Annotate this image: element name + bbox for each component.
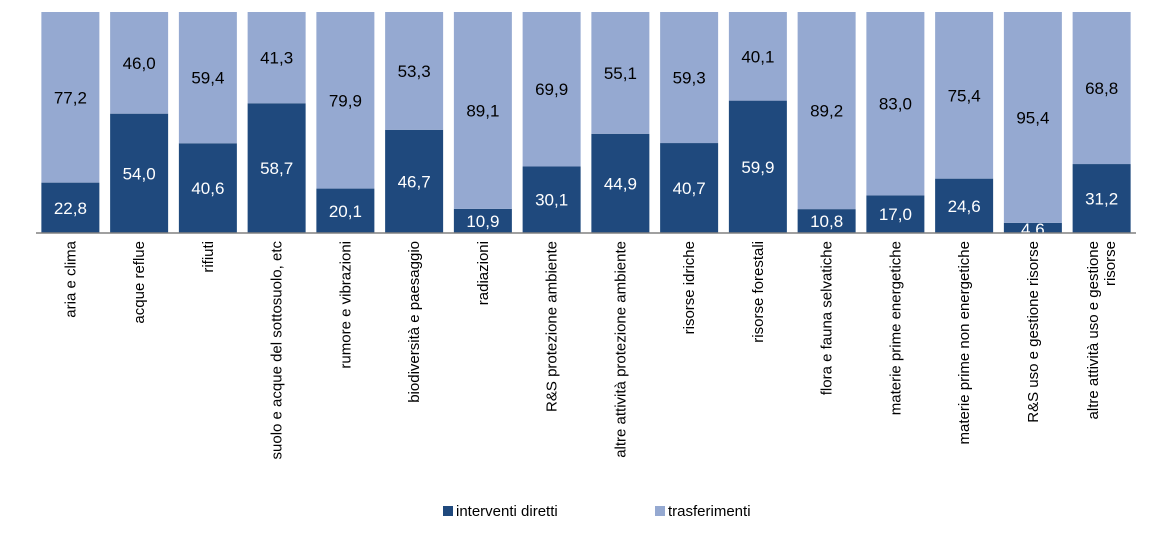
value-label-trasferimenti-11: 40,1 <box>741 47 774 66</box>
value-label-trasferimenti-16: 68,8 <box>1085 79 1118 98</box>
value-label-interventi-diretti-8: 30,1 <box>535 191 568 210</box>
bar-interventi-diretti-1 <box>41 182 100 233</box>
value-label-trasferimenti-7: 89,1 <box>466 101 499 120</box>
bar-trasferimenti-6 <box>385 12 444 130</box>
value-label-interventi-diretti-13: 17,0 <box>879 205 912 224</box>
value-label-interventi-diretti-1: 22,8 <box>54 199 87 218</box>
bars-layer <box>41 12 1131 233</box>
category-label-7: radiazioni <box>475 241 492 305</box>
legend-swatch-interventi-diretti <box>443 506 453 516</box>
value-label-interventi-diretti-3: 40,6 <box>191 179 224 198</box>
category-label-8: R&S protezione ambiente <box>544 241 561 412</box>
value-label-trasferimenti-15: 95,4 <box>1016 108 1049 127</box>
category-label-4: suolo e acque del sottosuolo, etc <box>269 241 286 460</box>
bar-trasferimenti-13 <box>866 12 925 196</box>
value-label-interventi-diretti-16: 31,2 <box>1085 190 1118 209</box>
value-label-trasferimenti-8: 69,9 <box>535 80 568 99</box>
bar-interventi-diretti-9 <box>591 133 650 233</box>
bar-trasferimenti-4 <box>247 12 306 104</box>
value-label-interventi-diretti-11: 59,9 <box>741 158 774 177</box>
bar-interventi-diretti-5 <box>316 188 375 233</box>
value-label-trasferimenti-5: 79,9 <box>329 91 362 110</box>
value-label-interventi-diretti-2: 54,0 <box>123 164 156 183</box>
value-label-interventi-diretti-15: 4,6 <box>1021 220 1045 239</box>
category-label-11: risorse forestali <box>750 241 767 343</box>
bar-trasferimenti-14 <box>935 12 994 179</box>
category-label-5: rumore e vibrazioni <box>337 241 354 369</box>
category-labels-layer: aria e clima acque reflue rifiuti suolo e a… <box>62 240 1119 459</box>
value-label-interventi-diretti-5: 20,1 <box>329 202 362 221</box>
bar-trasferimenti-15 <box>1003 12 1062 223</box>
bar-interventi-diretti-4 <box>247 103 306 233</box>
category-label-1: aria e clima <box>62 240 79 317</box>
bar-trasferimenti-3 <box>178 12 237 144</box>
value-label-trasferimenti-4: 41,3 <box>260 49 293 68</box>
bar-trasferimenti-5 <box>316 12 375 189</box>
value-label-interventi-diretti-4: 58,7 <box>260 159 293 178</box>
value-label-trasferimenti-6: 53,3 <box>398 62 431 81</box>
bar-trasferimenti-11 <box>728 12 787 101</box>
value-label-interventi-diretti-10: 40,7 <box>673 179 706 198</box>
value-label-trasferimenti-14: 75,4 <box>948 86 981 105</box>
legend: interventi diretti trasferimenti <box>443 503 751 520</box>
value-label-trasferimenti-3: 59,4 <box>191 69 224 88</box>
bar-interventi-diretti-15 <box>1003 222 1062 233</box>
bar-interventi-diretti-13 <box>866 195 925 233</box>
value-label-trasferimenti-12: 89,2 <box>810 102 843 121</box>
value-label-interventi-diretti-9: 44,9 <box>604 174 637 193</box>
value-label-trasferimenti-2: 46,0 <box>123 54 156 73</box>
value-label-interventi-diretti-12: 10,8 <box>810 212 843 231</box>
value-label-trasferimenti-13: 83,0 <box>879 95 912 114</box>
legend-swatch-trasferimenti <box>655 506 665 516</box>
category-label-15: R&S uso e gestione risorse <box>1025 241 1042 423</box>
bar-interventi-diretti-3 <box>178 143 237 233</box>
category-label-13: materie prime energetiche <box>887 241 904 415</box>
bar-trasferimenti-12 <box>797 12 856 210</box>
category-label-14: materie prime non energetiche <box>956 241 973 444</box>
bar-trasferimenti-10 <box>660 12 719 144</box>
value-label-interventi-diretti-14: 24,6 <box>948 197 981 216</box>
legend-label-interventi-diretti: interventi diretti <box>456 503 558 520</box>
value-label-interventi-diretti-7: 10,9 <box>466 212 499 231</box>
category-label-2: acque reflue <box>131 241 148 324</box>
value-label-interventi-diretti-6: 46,7 <box>398 172 431 191</box>
bar-interventi-diretti-14 <box>935 178 994 233</box>
bar-trasferimenti-1 <box>41 12 100 183</box>
category-label-12: flora e fauna selvatiche <box>819 241 836 395</box>
bar-interventi-diretti-8 <box>522 166 581 233</box>
legend-label-trasferimenti: trasferimenti <box>668 503 751 520</box>
bar-interventi-diretti-12 <box>797 209 856 233</box>
bar-interventi-diretti-10 <box>660 143 719 233</box>
bar-trasferimenti-7 <box>453 12 512 209</box>
category-label-3: rifiuti <box>200 241 217 273</box>
value-label-trasferimenti-1: 77,2 <box>54 88 87 107</box>
value-label-trasferimenti-9: 55,1 <box>604 64 637 83</box>
bar-interventi-diretti-2 <box>110 113 169 233</box>
category-label-9: altre attività protezione ambiente <box>612 241 629 458</box>
category-label-16: altre attività uso e gestionerisorse <box>1085 241 1119 419</box>
bar-interventi-diretti-6 <box>385 129 444 233</box>
category-label-10: risorse idriche <box>681 241 698 334</box>
bar-trasferimenti-9 <box>591 12 650 134</box>
value-label-trasferimenti-10: 59,3 <box>673 69 706 88</box>
bar-trasferimenti-2 <box>110 12 169 114</box>
bar-interventi-diretti-7 <box>453 208 512 233</box>
value-labels-layer: 22,8 77,2 54,0 46,0 40,6 59,4 58,7 41,3 20,1 79,9… <box>54 47 1118 239</box>
bar-interventi-diretti-16 <box>1072 164 1131 233</box>
bar-trasferimenti-8 <box>522 12 581 167</box>
category-label-6: biodiversità e paesaggio <box>406 241 423 403</box>
bar-trasferimenti-16 <box>1072 12 1131 165</box>
bar-interventi-diretti-11 <box>728 100 787 233</box>
